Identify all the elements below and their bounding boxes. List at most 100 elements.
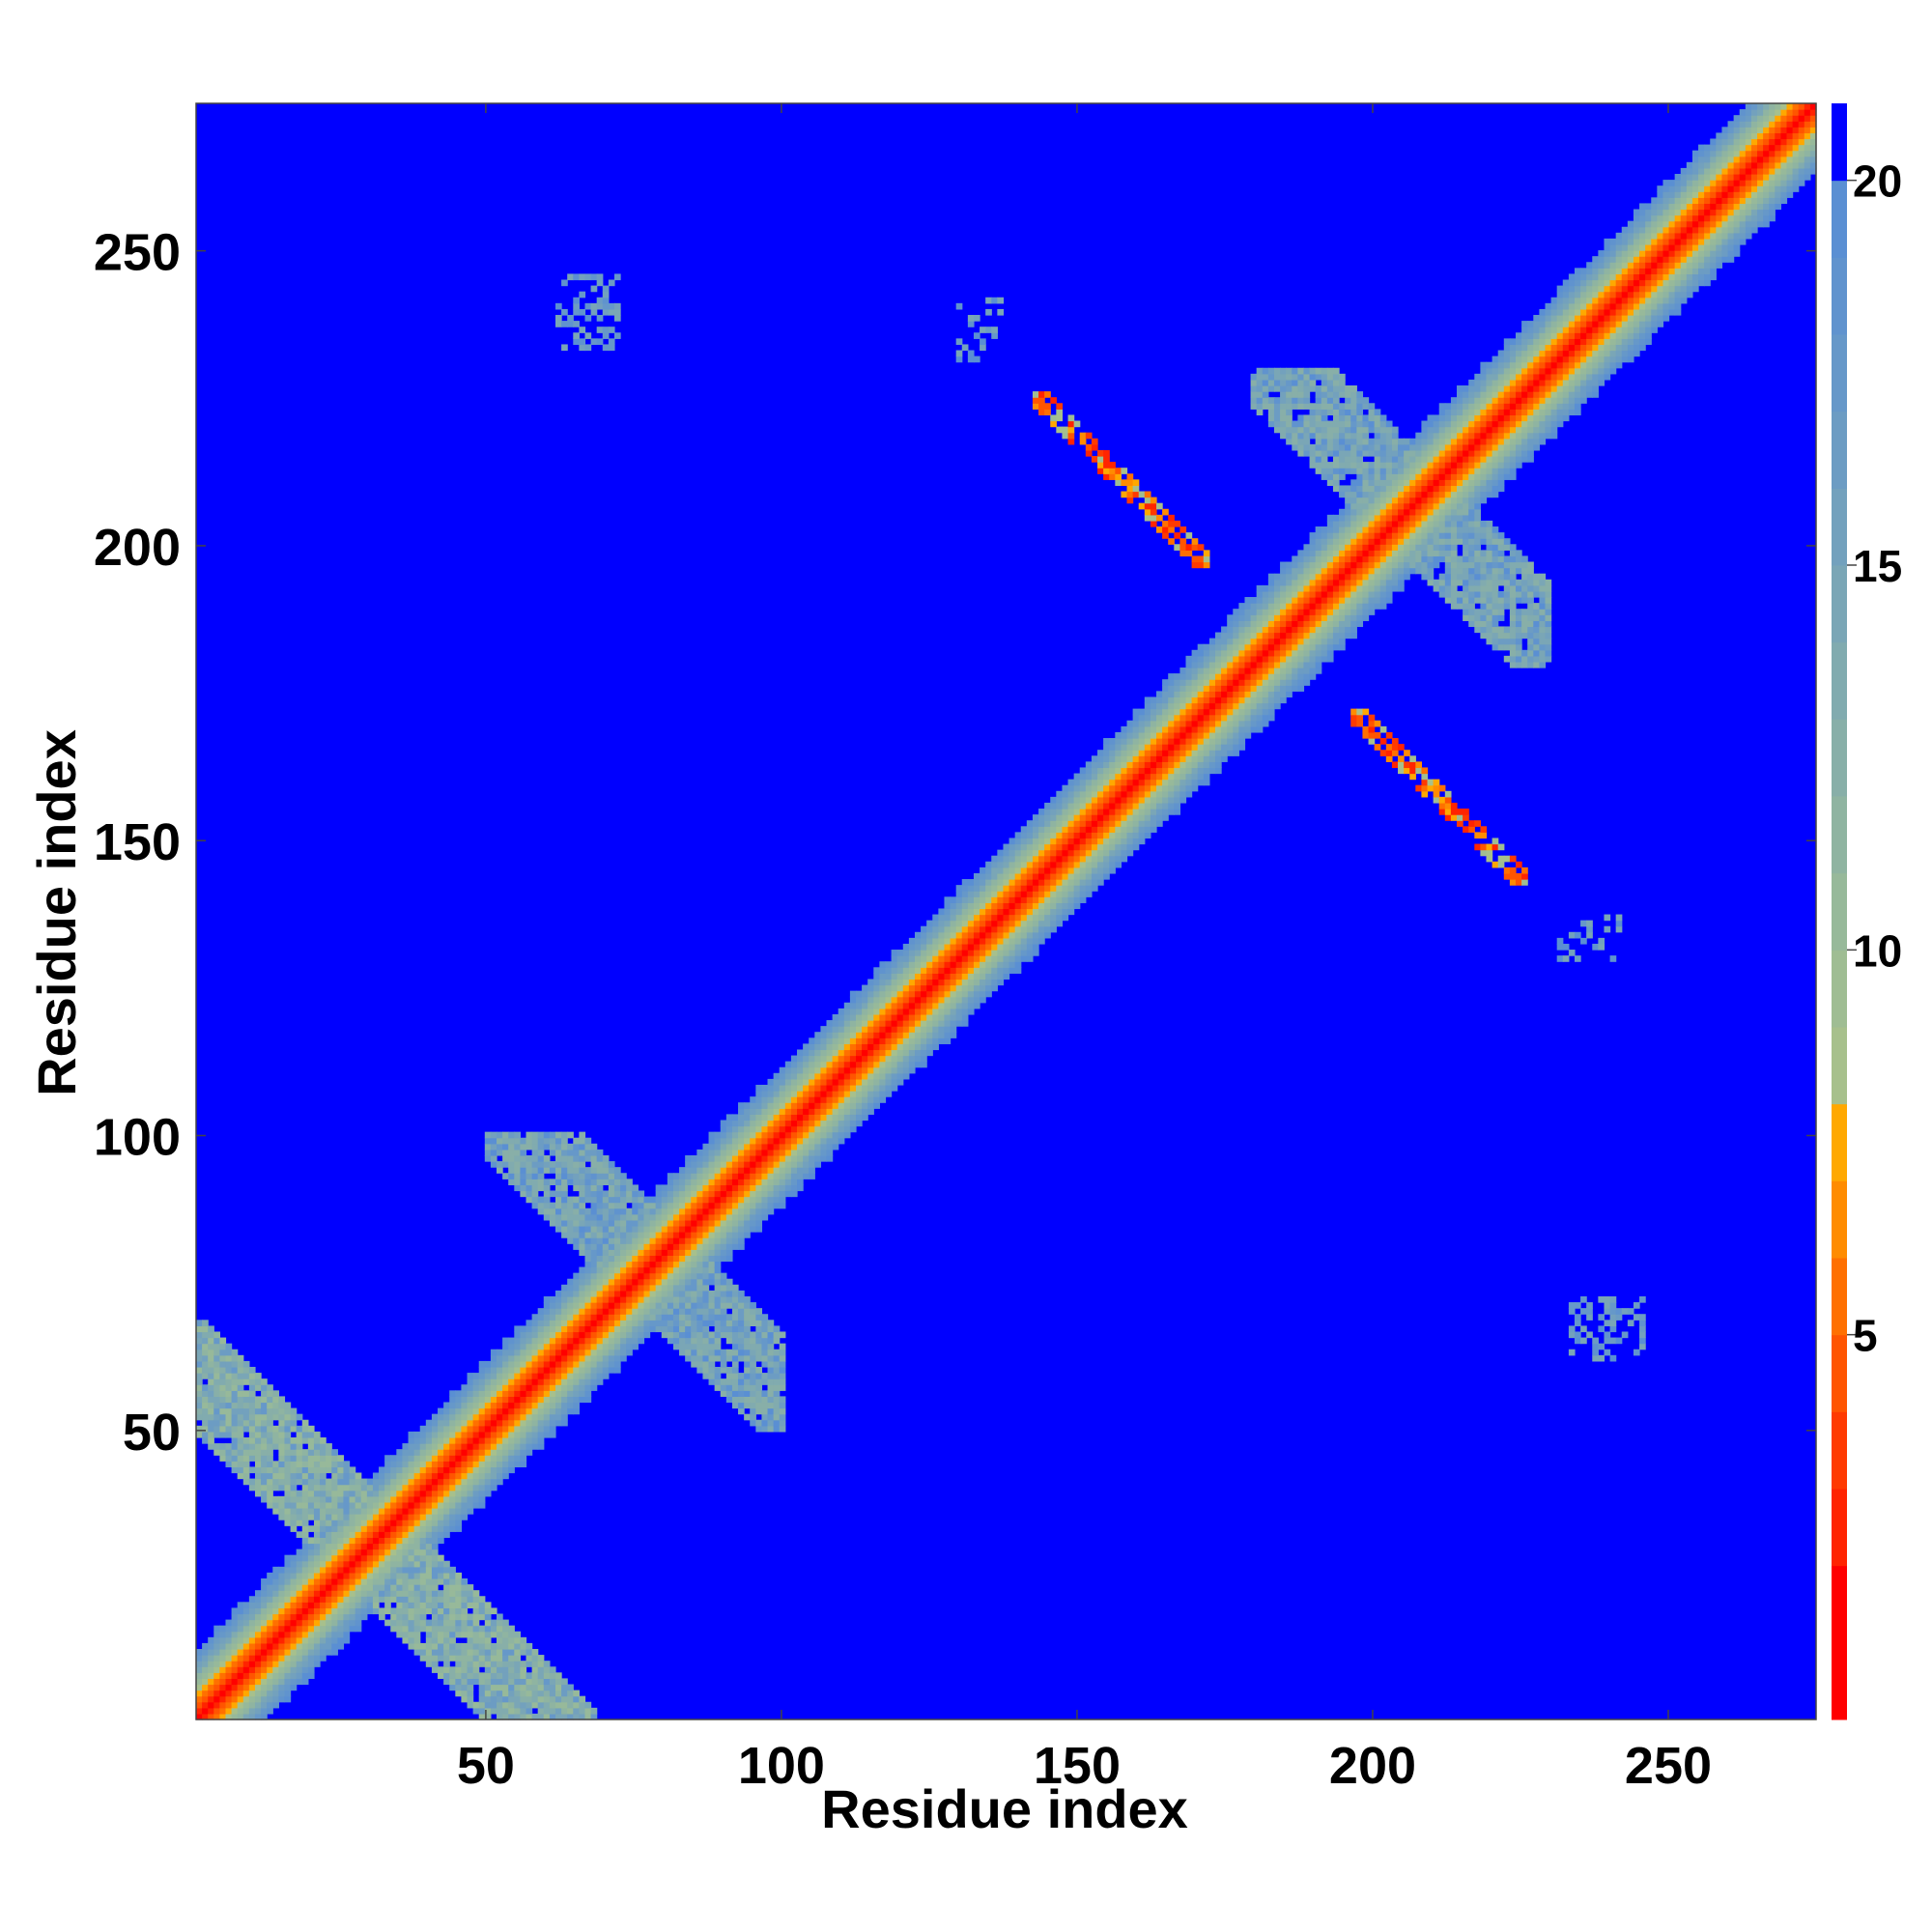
heatmap-cell <box>272 1701 279 1709</box>
heatmap-cell <box>531 1378 539 1385</box>
heatmap-cell <box>438 1507 444 1515</box>
heatmap-cell <box>296 1490 303 1497</box>
heatmap-cell <box>248 1484 256 1492</box>
heatmap-cell <box>873 1002 880 1009</box>
heatmap-cell <box>490 1466 497 1474</box>
heatmap-cell <box>938 925 946 933</box>
heatmap-cell <box>307 1514 315 1520</box>
heatmap-cell <box>326 1590 332 1597</box>
heatmap-cell <box>950 950 957 956</box>
heatmap-cell <box>908 1008 916 1015</box>
heatmap-cell <box>790 1078 798 1086</box>
heatmap-cell <box>202 1413 209 1421</box>
heatmap-cell <box>714 1384 722 1391</box>
heatmap-cell <box>1032 902 1039 910</box>
heatmap-cell <box>543 1137 551 1145</box>
heatmap-cell <box>219 1425 227 1433</box>
heatmap-cell <box>320 1436 327 1444</box>
heatmap-cell <box>579 1208 586 1215</box>
heatmap-cell <box>514 1184 521 1192</box>
heatmap-cell <box>672 1272 680 1280</box>
heatmap-cell <box>543 1672 551 1680</box>
heatmap-cell <box>484 1378 492 1385</box>
heatmap-cell <box>691 1320 697 1326</box>
heatmap-cell <box>384 1531 391 1538</box>
heatmap-cell <box>667 1225 674 1233</box>
heatmap-cell <box>272 1672 279 1680</box>
heatmap-cell <box>307 1455 315 1462</box>
heatmap-cell <box>973 979 980 986</box>
heatmap-cell <box>638 1284 645 1292</box>
heatmap-cell <box>702 1219 710 1227</box>
heatmap-cell <box>278 1602 286 1609</box>
heatmap-cell <box>744 1208 751 1215</box>
heatmap-cell <box>862 1032 868 1038</box>
heatmap-cell <box>738 1331 745 1339</box>
heatmap-cell <box>484 1613 492 1621</box>
heatmap-cell <box>343 1602 351 1609</box>
heatmap-cell <box>484 1443 492 1450</box>
heatmap-cell <box>744 1120 751 1127</box>
heatmap-cell <box>419 1466 427 1474</box>
heatmap-cell <box>237 1413 244 1421</box>
heatmap-cell <box>573 1701 580 1709</box>
heatmap-cell <box>638 1232 645 1238</box>
heatmap-cell <box>573 1202 580 1209</box>
heatmap-cell <box>301 1642 309 1650</box>
heatmap-cell <box>196 1378 203 1385</box>
heatmap-cell <box>950 1020 957 1027</box>
heatmap-cell <box>237 1602 244 1609</box>
heatmap-cell <box>490 1484 497 1492</box>
heatmap-cell <box>549 1302 556 1309</box>
heatmap-cell <box>613 1179 621 1185</box>
heatmap-cell <box>702 1237 710 1244</box>
heatmap-cell <box>843 1026 851 1033</box>
heatmap-cell <box>561 1378 568 1385</box>
heatmap-cell <box>208 1707 214 1715</box>
heatmap-cell <box>744 1314 751 1321</box>
heatmap-cell <box>584 1173 592 1179</box>
heatmap-cell <box>679 1173 686 1179</box>
heatmap-cell <box>520 1707 527 1715</box>
heatmap-cell <box>502 1690 509 1697</box>
heatmap-cell <box>914 1055 922 1063</box>
heatmap-cell <box>620 1219 627 1227</box>
heatmap-cell <box>514 1360 521 1368</box>
heatmap-cell <box>261 1619 268 1627</box>
heatmap-cell <box>419 1436 427 1444</box>
heatmap-cell <box>1014 885 1022 892</box>
heatmap-cell <box>632 1337 639 1345</box>
heatmap-cell <box>620 1249 627 1256</box>
heatmap-cell <box>408 1484 415 1492</box>
heatmap-cell <box>219 1419 227 1427</box>
heatmap-cell <box>461 1431 469 1438</box>
heatmap-cell <box>790 1137 798 1145</box>
heatmap-cell <box>320 1478 327 1486</box>
heatmap-cell <box>797 1125 804 1133</box>
heatmap-cell <box>932 943 939 951</box>
heatmap-cell <box>1009 937 1016 945</box>
heatmap-cell <box>1003 914 1010 922</box>
heatmap-cell <box>720 1302 727 1309</box>
heatmap-cell <box>502 1161 509 1168</box>
heatmap-cell <box>554 1202 562 1209</box>
heatmap-cell <box>290 1577 298 1585</box>
heatmap-cell <box>301 1607 309 1615</box>
heatmap-cell <box>620 1354 627 1362</box>
heatmap-cell <box>537 1202 545 1209</box>
heatmap-cell <box>643 1243 651 1250</box>
heatmap-cell <box>590 1249 598 1256</box>
heatmap-cell <box>443 1572 450 1579</box>
heatmap-cell <box>867 990 874 998</box>
heatmap-cell <box>944 955 952 962</box>
heatmap-cell <box>396 1613 404 1621</box>
heatmap-cell <box>461 1495 469 1503</box>
heatmap-cell <box>384 1584 391 1591</box>
heatmap-cell <box>390 1560 397 1568</box>
heatmap-cell <box>921 1020 927 1027</box>
heatmap-cell <box>973 996 980 1004</box>
heatmap-cell <box>196 1425 203 1433</box>
heatmap-cell <box>708 1208 716 1215</box>
heatmap-cell <box>261 1695 268 1703</box>
heatmap-cell <box>579 1378 586 1385</box>
